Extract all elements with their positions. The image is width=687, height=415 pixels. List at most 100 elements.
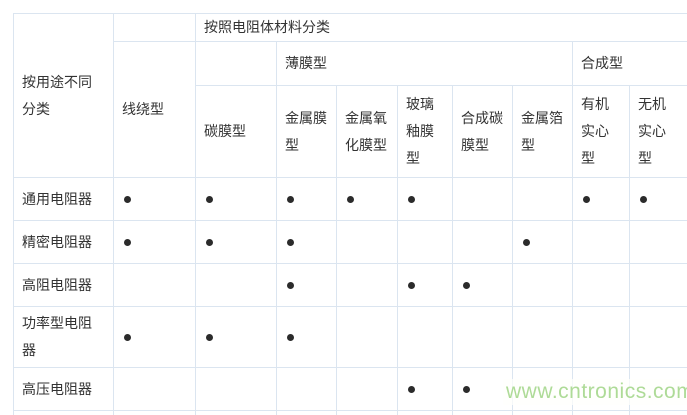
table-body: 通用电阻器精密电阻器高阻电阻器功率型电阻器高压电阻器高频电阻器 xyxy=(13,177,687,415)
matrix-cell xyxy=(276,410,337,415)
bullet-dot-icon xyxy=(583,196,590,204)
matrix-cell xyxy=(195,220,277,264)
material-header-cell: 按照电阻体材料分类 xyxy=(195,13,687,42)
matrix-cell xyxy=(572,220,630,264)
resistor-classification-table: 按用途不同分类 按照电阻体材料分类 线绕型 薄膜型 合成型 碳膜型 金属膜型 金… xyxy=(13,13,687,415)
matrix-cell xyxy=(512,263,573,307)
bullet-dot-icon xyxy=(206,239,213,247)
matrix-cell xyxy=(276,177,337,221)
matrix-cell xyxy=(113,410,196,415)
group-header-synthetic: 合成型 xyxy=(572,41,687,86)
matrix-cell xyxy=(397,263,453,307)
matrix-cell xyxy=(336,410,398,415)
matrix-cell xyxy=(195,410,277,415)
matrix-cell xyxy=(572,410,630,415)
bullet-dot-icon xyxy=(408,196,415,204)
table-row: 精密电阻器 xyxy=(13,220,687,264)
matrix-cell xyxy=(397,410,453,415)
bullet-dot-icon xyxy=(408,282,415,290)
matrix-cell xyxy=(336,306,398,368)
bullet-dot-icon xyxy=(287,196,294,204)
matrix-cell xyxy=(336,367,398,411)
table-row: 通用电阻器 xyxy=(13,177,687,221)
column-header-inorganic-solid: 无机实心型 xyxy=(629,85,687,178)
matrix-cell xyxy=(397,177,453,221)
matrix-cell xyxy=(276,306,337,368)
matrix-cell xyxy=(452,410,513,415)
matrix-cell xyxy=(452,220,513,264)
row-label: 高阻电阻器 xyxy=(13,263,114,307)
empty-cell xyxy=(113,13,196,42)
matrix-cell xyxy=(512,410,573,415)
table-header: 按用途不同分类 按照电阻体材料分类 线绕型 薄膜型 合成型 碳膜型 金属膜型 金… xyxy=(13,13,687,178)
bullet-dot-icon xyxy=(124,239,131,247)
table-row: 高阻电阻器 xyxy=(13,263,687,307)
matrix-cell xyxy=(113,177,196,221)
matrix-cell xyxy=(512,306,573,368)
watermark: www.cntronics.com xyxy=(503,379,687,405)
header-row-1: 按用途不同分类 按照电阻体材料分类 xyxy=(13,13,687,178)
column-header-metal-oxide-film: 金属氧化膜型 xyxy=(336,85,398,178)
matrix-cell xyxy=(113,367,196,411)
matrix-cell xyxy=(336,263,398,307)
bullet-dot-icon xyxy=(408,386,415,394)
matrix-cell xyxy=(195,367,277,411)
matrix-cell xyxy=(195,306,277,368)
matrix-cell xyxy=(276,367,337,411)
bullet-dot-icon xyxy=(287,239,294,247)
matrix-cell xyxy=(113,263,196,307)
column-header-wirewound: 线绕型 xyxy=(113,41,196,178)
matrix-cell xyxy=(629,263,687,307)
group-header-thin-film: 薄膜型 xyxy=(276,41,573,86)
matrix-cell xyxy=(195,177,277,221)
column-header-synthetic-carbon-film: 合成碳膜型 xyxy=(452,85,513,178)
matrix-cell xyxy=(452,177,513,221)
column-header-metal-film: 金属膜型 xyxy=(276,85,337,178)
matrix-cell xyxy=(512,177,573,221)
matrix-cell xyxy=(629,177,687,221)
bullet-dot-icon xyxy=(347,196,354,204)
bullet-dot-icon xyxy=(463,282,470,290)
matrix-cell xyxy=(276,263,337,307)
column-header-metal-foil: 金属箔型 xyxy=(512,85,573,178)
matrix-cell xyxy=(397,306,453,368)
matrix-cell xyxy=(452,306,513,368)
bullet-dot-icon xyxy=(124,334,131,342)
row-label: 高频电阻器 xyxy=(13,410,114,415)
bullet-dot-icon xyxy=(287,282,294,290)
matrix-cell xyxy=(629,410,687,415)
row-label: 通用电阻器 xyxy=(13,177,114,221)
matrix-cell xyxy=(336,220,398,264)
matrix-cell xyxy=(629,220,687,264)
matrix-cell xyxy=(572,263,630,307)
bullet-dot-icon xyxy=(206,196,213,204)
matrix-cell xyxy=(452,263,513,307)
matrix-cell xyxy=(572,306,630,368)
matrix-cell xyxy=(113,306,196,368)
matrix-cell xyxy=(629,306,687,368)
row-label: 功率型电阻器 xyxy=(13,306,114,368)
matrix-cell xyxy=(572,177,630,221)
matrix-cell xyxy=(276,220,337,264)
row-label: 精密电阻器 xyxy=(13,220,114,264)
matrix-cell xyxy=(397,220,453,264)
table-row: 功率型电阻器 xyxy=(13,306,687,368)
matrix-cell xyxy=(512,220,573,264)
matrix-cell xyxy=(113,220,196,264)
bullet-dot-icon xyxy=(287,334,294,342)
bullet-dot-icon xyxy=(523,239,530,247)
table-row: 高频电阻器 xyxy=(13,410,687,415)
bullet-dot-icon xyxy=(640,196,647,204)
column-header-organic-solid: 有机实心型 xyxy=(572,85,630,178)
bullet-dot-icon xyxy=(206,334,213,342)
matrix-cell xyxy=(195,263,277,307)
bullet-dot-icon xyxy=(463,386,470,394)
matrix-cell xyxy=(336,177,398,221)
empty-cell xyxy=(195,41,277,86)
column-header-glass-glaze-film: 玻璃釉膜型 xyxy=(397,85,453,178)
corner-header-cell: 按用途不同分类 xyxy=(13,13,114,178)
column-header-carbon-film: 碳膜型 xyxy=(195,85,277,178)
matrix-cell xyxy=(397,367,453,411)
row-label: 高压电阻器 xyxy=(13,367,114,411)
